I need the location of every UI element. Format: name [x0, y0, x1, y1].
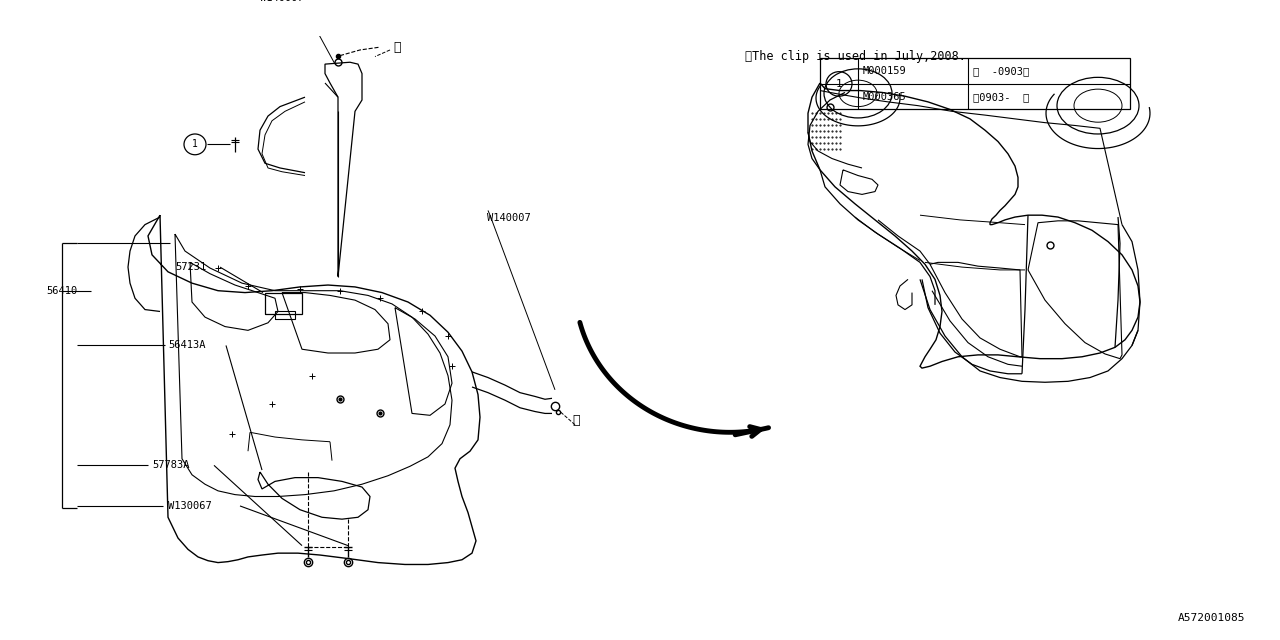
- Text: 1: 1: [192, 140, 198, 149]
- Bar: [820, 58, 1130, 109]
- Text: 〈  -0903〉: 〈 -0903〉: [973, 66, 1029, 76]
- Text: A572001085: A572001085: [1178, 613, 1245, 623]
- Text: W140007: W140007: [260, 0, 303, 3]
- Text: W130067: W130067: [168, 501, 211, 511]
- Text: M000159: M000159: [863, 66, 906, 76]
- Text: 〈0903-  〉: 〈0903- 〉: [973, 92, 1029, 102]
- Text: 57783A: 57783A: [152, 460, 189, 470]
- Text: ※: ※: [393, 40, 401, 54]
- Text: W140007: W140007: [486, 213, 531, 223]
- Text: ※: ※: [572, 415, 580, 428]
- Text: ※The clip is used in July,2008.: ※The clip is used in July,2008.: [745, 50, 966, 63]
- Text: 56413A: 56413A: [168, 340, 206, 351]
- Text: 1: 1: [836, 79, 842, 89]
- Text: 57231: 57231: [175, 262, 206, 272]
- Text: 56410: 56410: [46, 285, 77, 296]
- Text: M000365: M000365: [863, 92, 906, 102]
